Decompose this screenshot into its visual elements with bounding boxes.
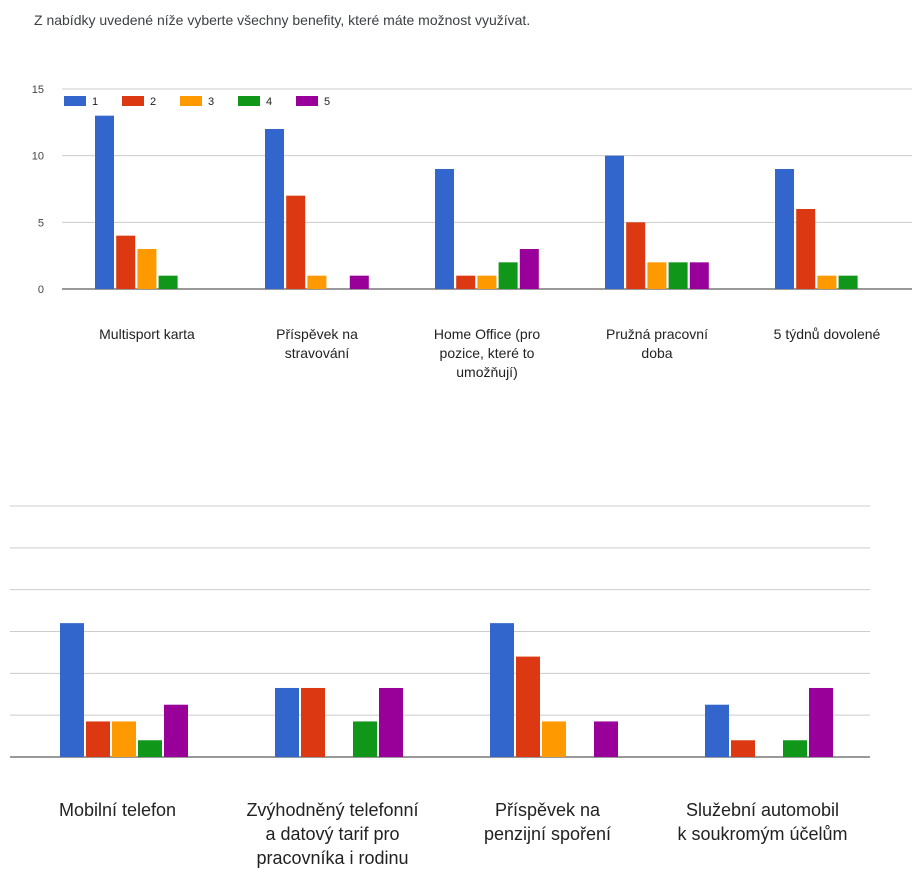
bar-series-5 xyxy=(519,249,539,289)
bar-series-5 xyxy=(689,262,709,289)
bar-series-5 xyxy=(594,721,618,757)
category-label: umožňují) xyxy=(456,364,517,380)
legend-entry: 3 xyxy=(208,96,214,108)
y-tick-label: 0 xyxy=(38,284,44,296)
bar-series-4 xyxy=(353,721,377,757)
category-label: doba xyxy=(641,345,672,361)
bar-series-2 xyxy=(731,740,755,757)
category-label: Home Office (pro xyxy=(434,326,541,342)
question-text: Z nabídky uvedené níže vyberte všechny b… xyxy=(34,12,531,28)
bar-series-3 xyxy=(542,721,566,757)
bar-series-2 xyxy=(116,235,136,289)
bar-series-5 xyxy=(164,704,188,757)
category-label: k soukromým účelům xyxy=(677,824,847,844)
legend-swatch xyxy=(238,96,260,106)
bar-series-3 xyxy=(137,249,157,289)
bar-series-2 xyxy=(626,222,646,289)
bar-series-1 xyxy=(435,169,454,289)
bar-series-5 xyxy=(809,687,833,757)
y-tick-label: 10 xyxy=(32,151,44,163)
category-label: Pružná pracovní xyxy=(606,326,708,342)
category-label: 5 týdnů dovolené xyxy=(774,326,881,342)
category-label: Multisport karta xyxy=(99,326,195,342)
bar-series-1 xyxy=(95,115,114,290)
bar-series-1 xyxy=(275,687,299,757)
bar-series-4 xyxy=(838,275,858,289)
category-label: stravování xyxy=(285,345,350,361)
legend-swatch xyxy=(64,96,86,106)
bar-series-2 xyxy=(456,275,476,289)
bar-series-2 xyxy=(86,721,110,757)
category-label: Příspěvek na xyxy=(276,326,358,342)
bar-series-5 xyxy=(379,687,403,757)
bar-series-4 xyxy=(158,275,178,289)
bar-series-1 xyxy=(265,129,284,289)
legend-swatch xyxy=(296,96,318,106)
bar-series-4 xyxy=(498,262,518,289)
bar-series-1 xyxy=(490,623,514,757)
legend-entry: 2 xyxy=(150,96,156,108)
category-label: Zvýhodněný telefonní xyxy=(246,800,418,820)
legend-entry: 1 xyxy=(92,96,98,108)
bar-series-5 xyxy=(349,275,369,289)
bar-series-2 xyxy=(301,687,325,757)
bar-series-2 xyxy=(516,656,540,757)
y-tick-label: 5 xyxy=(38,217,44,229)
bar-series-1 xyxy=(775,169,794,289)
legend-entry: 5 xyxy=(324,96,330,108)
legend-swatch xyxy=(180,96,202,106)
bar-series-3 xyxy=(307,275,327,289)
category-label: penzijní spoření xyxy=(484,824,611,844)
bar-series-1 xyxy=(705,704,729,757)
bar-series-3 xyxy=(477,275,497,289)
category-label: Příspěvek na xyxy=(495,800,601,820)
bar-series-2 xyxy=(796,209,816,289)
category-label: a datový tarif pro xyxy=(265,824,399,844)
legend-entry: 4 xyxy=(266,96,272,108)
bar-series-3 xyxy=(647,262,667,289)
bar-series-1 xyxy=(60,623,84,757)
bar-series-2 xyxy=(286,195,306,289)
bar-series-1 xyxy=(605,155,624,289)
bar-series-4 xyxy=(138,740,162,757)
legend-swatch xyxy=(122,96,144,106)
y-tick-label: 15 xyxy=(32,84,44,96)
category-label: pozice, které to xyxy=(440,345,535,361)
category-label: Mobilní telefon xyxy=(59,800,176,820)
category-label: Služební automobil xyxy=(686,800,839,820)
bar-series-4 xyxy=(783,740,807,757)
bar-series-3 xyxy=(817,275,837,289)
category-label: pracovníka i rodinu xyxy=(256,848,408,868)
bar-series-4 xyxy=(668,262,688,289)
bar-series-3 xyxy=(112,721,136,757)
